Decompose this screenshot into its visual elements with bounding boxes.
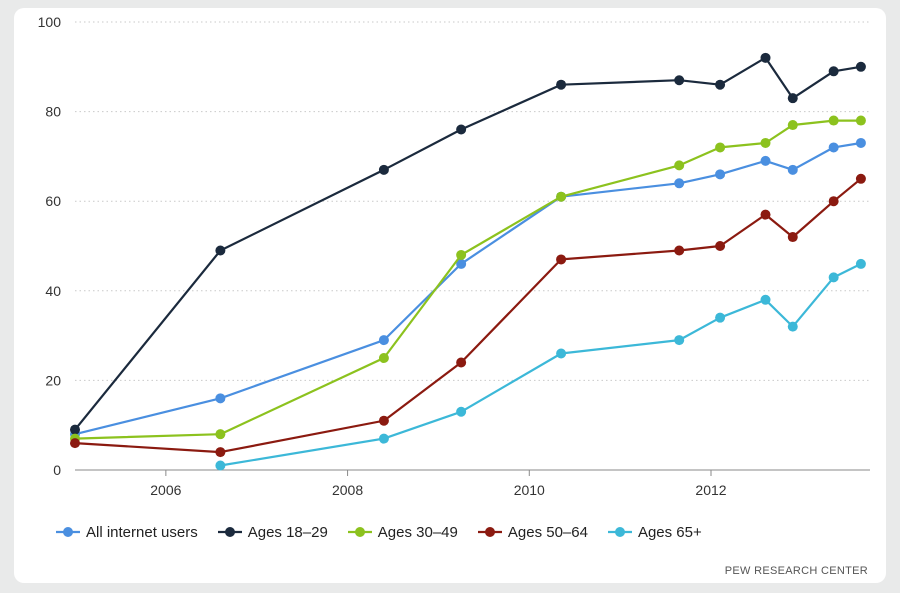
data-point-ages-18-29 — [674, 75, 685, 86]
legend-marker — [217, 527, 242, 537]
data-point-ages-18-29 — [828, 66, 839, 77]
data-point-all-internet-users — [715, 169, 726, 180]
data-point-ages-30-49 — [556, 191, 567, 202]
data-point-ages-30-49 — [760, 137, 771, 148]
data-point-ages-65 — [378, 433, 389, 444]
y-tick-label: 80 — [45, 104, 61, 120]
legend-label: Ages 18–29 — [247, 523, 328, 541]
data-point-ages-18-29 — [760, 52, 771, 63]
legend-label: All internet users — [86, 523, 198, 541]
legend-marker — [56, 527, 80, 537]
data-point-all-internet-users — [456, 258, 467, 269]
data-point-ages-50-64 — [787, 232, 798, 243]
data-point-ages-65 — [674, 335, 685, 346]
y-tick-label: 20 — [45, 372, 61, 388]
source-credit: PEW RESEARCH CENTER — [724, 565, 868, 577]
data-point-ages-18-29 — [456, 124, 467, 135]
x-tick-label: 2012 — [695, 482, 726, 498]
data-point-ages-30-49 — [215, 429, 226, 440]
data-point-all-internet-users — [855, 137, 866, 148]
data-point-ages-50-64 — [715, 241, 726, 251]
data-point-ages-50-64 — [456, 357, 467, 368]
x-tick-label: 2010 — [514, 482, 545, 498]
data-point-ages-30-49 — [456, 249, 467, 260]
y-tick-label: 0 — [53, 462, 61, 478]
legend-label: Ages 50–64 — [507, 523, 588, 541]
data-point-ages-30-49 — [378, 353, 389, 363]
data-point-ages-30-49 — [855, 115, 866, 126]
data-point-ages-50-64 — [760, 209, 771, 220]
series-line-ages-65 — [220, 262, 862, 467]
x-tick-label: 2008 — [332, 482, 363, 498]
data-point-ages-65 — [828, 272, 839, 283]
data-point-ages-65 — [215, 460, 226, 471]
legend-item-ages-65: Ages 65+ — [607, 523, 702, 541]
data-point-ages-18-29 — [787, 93, 798, 104]
y-tick-label: 60 — [45, 193, 61, 209]
data-point-ages-65 — [556, 348, 567, 359]
legend-marker — [607, 527, 632, 537]
legend-item-ages-18-29: Ages 18–29 — [217, 523, 328, 541]
data-point-ages-30-49 — [715, 142, 726, 153]
series-line-all-internet-users — [74, 141, 862, 436]
y-tick-label: 100 — [38, 14, 62, 30]
series-line-ages-50-64 — [74, 177, 862, 454]
data-point-ages-30-49 — [828, 115, 839, 126]
data-point-all-internet-users — [828, 142, 839, 153]
chart-card: 0 20 40 60 80 100 2006 2008 2010 2012 All interne… — [14, 8, 886, 583]
data-point-ages-65 — [760, 294, 771, 305]
data-point-all-internet-users — [378, 335, 389, 346]
data-point-ages-65 — [855, 258, 866, 269]
x-tick-label: 2006 — [150, 482, 181, 498]
data-point-ages-65 — [456, 406, 467, 417]
data-point-ages-18-29 — [715, 79, 726, 90]
data-point-all-internet-users — [674, 178, 685, 189]
data-point-ages-18-29 — [855, 61, 866, 72]
legend-marker — [347, 527, 372, 537]
line-chart: 0 20 40 60 80 100 2006 2008 2010 2012 — [38, 14, 870, 498]
data-point-ages-50-64 — [215, 447, 226, 458]
y-tick-label: 40 — [45, 283, 61, 299]
chart-legend: All internet users Ages 18–29 Ages 30–49 Ag… — [56, 520, 702, 544]
legend-label: Ages 30–49 — [377, 523, 458, 541]
data-point-ages-18-29 — [556, 79, 567, 90]
data-point-ages-65 — [715, 312, 726, 323]
data-point-ages-50-64 — [378, 415, 389, 426]
legend-item-ages-30-49: Ages 30–49 — [347, 523, 458, 541]
series-line-ages-18-29 — [74, 56, 862, 431]
data-point-ages-50-64 — [556, 254, 567, 265]
data-point-ages-65 — [787, 321, 798, 332]
data-point-all-internet-users — [760, 155, 771, 166]
data-point-all-internet-users — [215, 393, 226, 404]
data-point-ages-18-29 — [215, 245, 226, 256]
legend-item-ages-50-64: Ages 50–64 — [477, 523, 588, 541]
legend-label: Ages 65+ — [637, 523, 702, 541]
data-point-ages-18-29 — [378, 164, 389, 175]
data-point-ages-18-29 — [70, 424, 80, 435]
data-point-ages-30-49 — [674, 160, 685, 171]
legend-item-all-internet-users: All internet users — [56, 524, 198, 541]
data-point-ages-50-64 — [828, 196, 839, 207]
legend-marker — [477, 527, 502, 537]
data-point-all-internet-users — [787, 164, 798, 175]
data-point-ages-50-64 — [70, 438, 80, 449]
data-point-ages-50-64 — [674, 245, 685, 256]
data-point-ages-30-49 — [787, 120, 798, 131]
data-point-ages-50-64 — [855, 173, 866, 184]
